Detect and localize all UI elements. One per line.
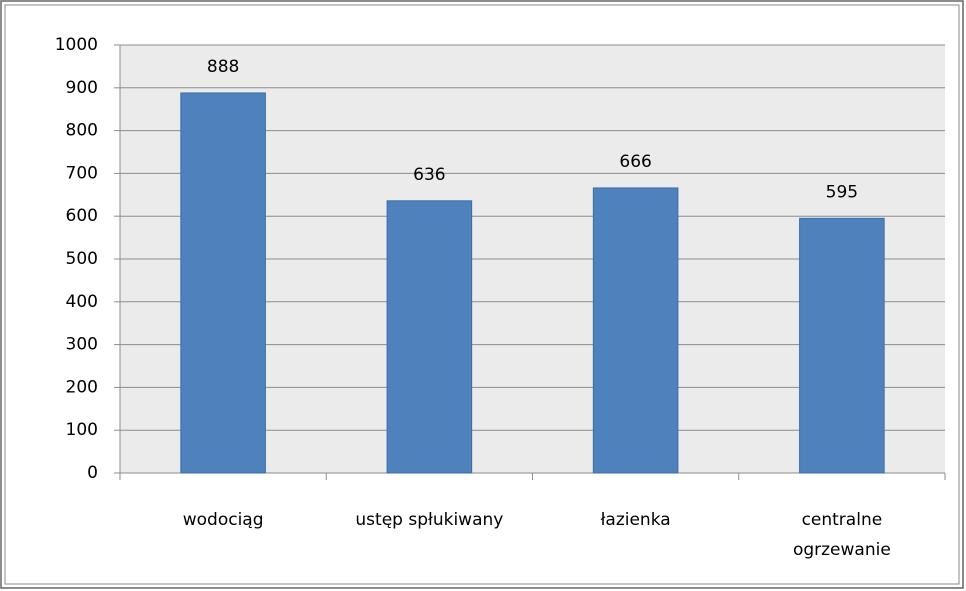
- inner-frame: [4, 4, 960, 585]
- y-tick-label: 700: [66, 163, 98, 183]
- y-tick-label: 1000: [55, 35, 98, 55]
- data-label: 888: [207, 57, 239, 77]
- bar: [592, 187, 679, 474]
- data-label: 666: [619, 152, 651, 172]
- y-tick-label: 800: [66, 121, 98, 141]
- y-tick-label: 500: [66, 249, 98, 269]
- bar: [386, 200, 473, 474]
- data-label: 636: [413, 165, 445, 185]
- y-tick-label: 0: [87, 463, 98, 483]
- y-tick-label: 100: [66, 420, 98, 440]
- x-tick-label: ustęp spłukiwany: [355, 510, 503, 530]
- bar: [180, 92, 266, 474]
- x-tick-label: wodociąg: [183, 510, 264, 530]
- y-tick-label: 400: [66, 292, 98, 312]
- y-tick-label: 200: [66, 377, 98, 397]
- y-tick-label: 900: [66, 78, 98, 98]
- y-tick-label: 600: [66, 206, 98, 226]
- x-tick-label: łazienka: [601, 510, 671, 530]
- y-tick-label: 300: [66, 335, 98, 355]
- x-tick-label: centralne ogrzewanie: [793, 510, 891, 560]
- data-label: 595: [826, 182, 858, 202]
- bar: [799, 217, 885, 474]
